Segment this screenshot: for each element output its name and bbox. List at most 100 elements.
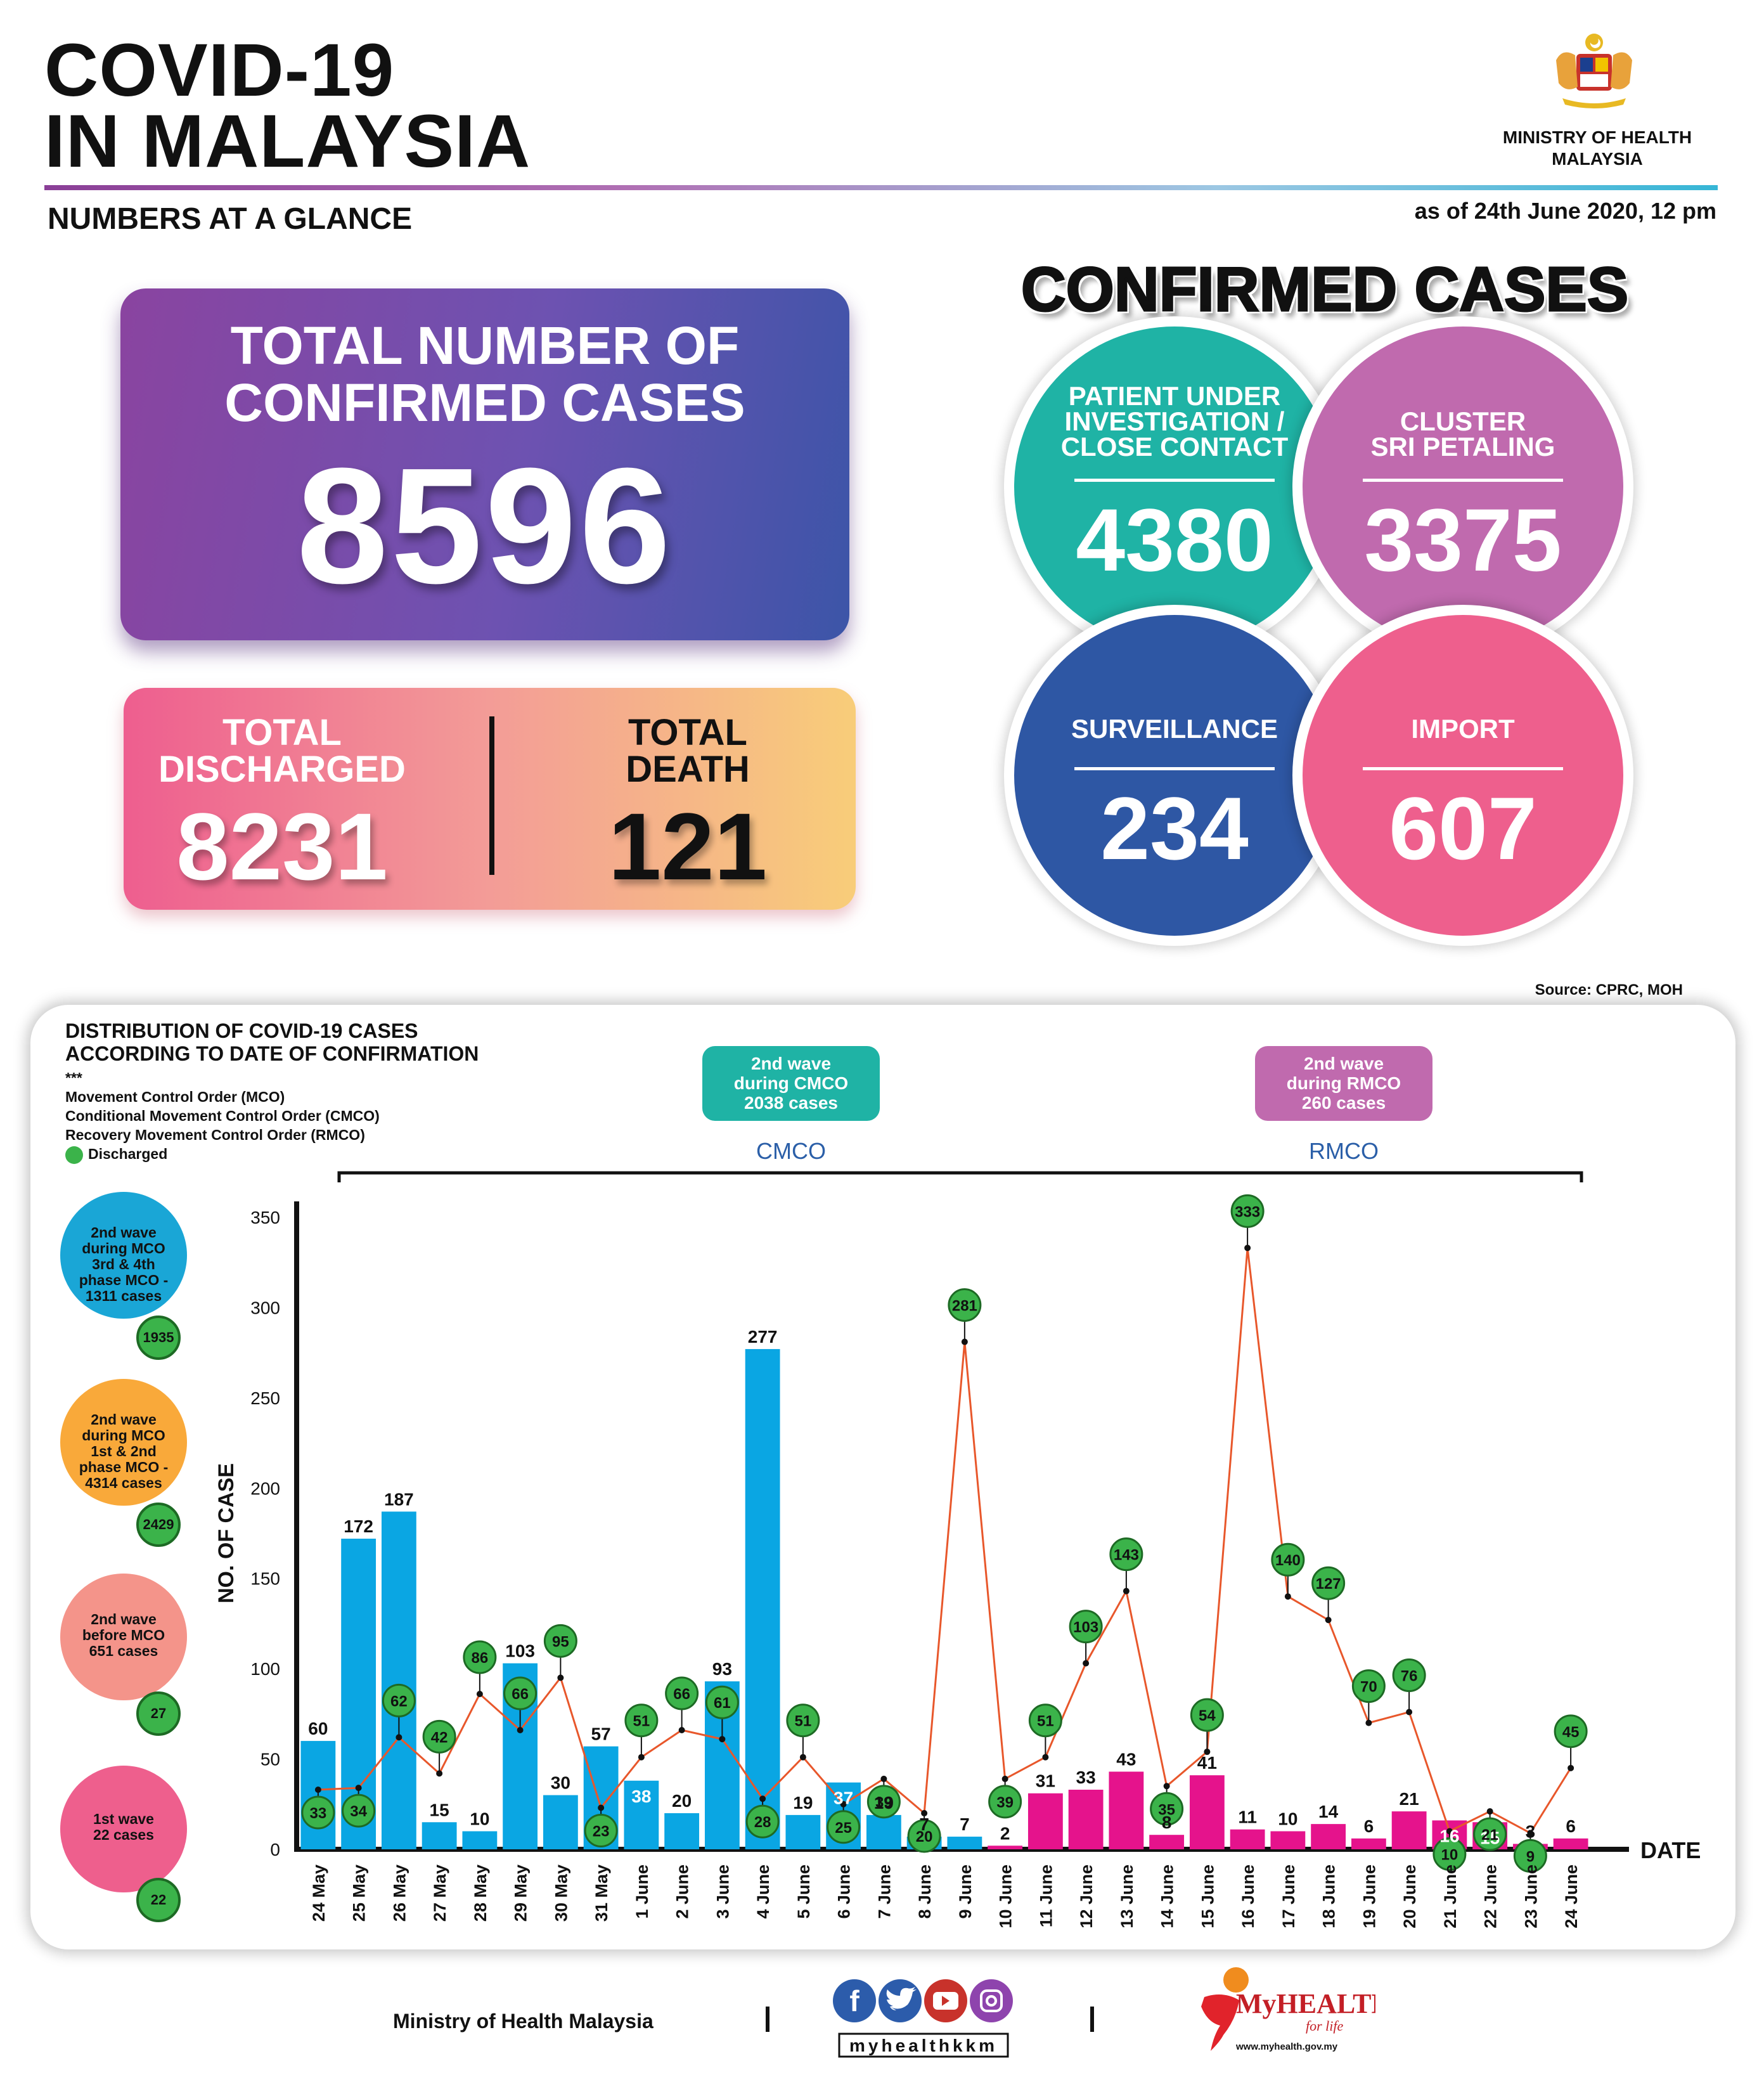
x-tick-label: 30 May <box>551 1865 570 1922</box>
wave-2-line-3: 1st & 2nd <box>91 1443 157 1459</box>
wave-1-line-3: 3rd & 4th <box>92 1256 155 1272</box>
discharged-value-label: 10 <box>1441 1847 1458 1864</box>
y-tick-label: 250 <box>250 1388 280 1408</box>
wave-3-line-2: before MCO <box>82 1627 165 1643</box>
import-bubble: IMPORT 607 <box>1303 615 1623 936</box>
discharged-value-label: 23 <box>593 1823 610 1840</box>
x-tick-label: 7 June <box>875 1865 894 1919</box>
x-tick-label: 3 June <box>713 1865 732 1919</box>
confirmed-cases-title: CONFIRMED CASES <box>1020 254 1629 325</box>
legend-mco: Movement Control Order (MCO) <box>65 1089 285 1105</box>
discharged-value-label: 42 <box>431 1729 448 1746</box>
bar-value-label: 6 <box>1364 1816 1374 1836</box>
svg-text:f: f <box>849 1984 859 2017</box>
bar-value-label: 10 <box>470 1809 489 1829</box>
bar-11-june <box>1027 1793 1063 1849</box>
y-tick-label: 150 <box>250 1569 280 1589</box>
discharged-value-label: 54 <box>1199 1707 1216 1724</box>
bar-value-label: 172 <box>344 1516 373 1536</box>
x-tick-label: 5 June <box>794 1865 813 1919</box>
wave-2-line-4: phase MCO - <box>79 1459 169 1475</box>
discharged-marker <box>1432 1837 1467 1871</box>
discharged-marker <box>1109 1537 1143 1572</box>
discharged-value-label: 127 <box>1316 1575 1341 1593</box>
discharged-label-1: TOTAL <box>222 712 342 753</box>
cluster-underline <box>1363 479 1563 482</box>
bar-value-label: 19 <box>793 1793 813 1813</box>
myhealth-figure-icon <box>1201 1967 1249 2051</box>
youtube-icon[interactable] <box>924 1979 967 2022</box>
phase-bracket <box>337 1171 1583 1182</box>
bar-5-june <box>785 1814 821 1849</box>
chart-title: DISTRIBUTION OF COVID-19 CASES ACCORDING… <box>65 1019 479 1065</box>
pui-label-1: PATIENT UNDER <box>1068 381 1281 411</box>
x-tick-label: 20 June <box>1400 1865 1419 1929</box>
discharged-marker <box>1271 1542 1305 1577</box>
myhealth-logo: MyHEALTH for life www.myhealth.gov.my <box>1201 1967 1375 2052</box>
bar-17-june <box>1270 1831 1306 1849</box>
discharged-marker <box>907 1819 941 1853</box>
x-tick-label: 8 June <box>915 1865 934 1919</box>
total-confirmed-label: TOTAL NUMBER OF CONFIRMED CASES <box>120 317 849 431</box>
discharged-value-label: 51 <box>1037 1713 1054 1730</box>
discharged-value-label: 70 <box>1360 1679 1377 1696</box>
wave-3-line-3: 651 cases <box>89 1643 158 1659</box>
bar-value-label: 38 <box>631 1787 651 1806</box>
card-divider <box>489 716 494 875</box>
bar-value-label: 31 <box>1036 1771 1055 1791</box>
ministry-name: MINISTRY OF HEALTH MALAYSIA <box>1477 127 1718 170</box>
discharged-marker <box>1392 1658 1426 1693</box>
subtitle: NUMBERS AT A GLANCE <box>48 202 413 236</box>
discharged-value-label: 33 <box>310 1805 327 1822</box>
facebook-icon[interactable]: f <box>833 1979 876 2022</box>
bar-value-label: 14 <box>1318 1802 1339 1821</box>
discharged-value-label: 66 <box>673 1686 690 1703</box>
chart-axes <box>294 1171 1629 1852</box>
bar-27-may <box>422 1822 457 1849</box>
bar-value-label: 33 <box>1076 1768 1096 1787</box>
bar-24-june <box>1553 1838 1588 1849</box>
bar-value-label: 93 <box>712 1659 732 1679</box>
wave-4-discharged-badge: 22 <box>136 1878 181 1922</box>
discharged-value-label: 39 <box>875 1794 892 1811</box>
discharged-value-label: 281 <box>952 1298 977 1315</box>
x-tick-label: 1 June <box>633 1865 652 1919</box>
cmco-tag-3: 2038 cases <box>744 1093 838 1113</box>
discharged-value-label: 45 <box>1562 1724 1580 1741</box>
discharged-line <box>301 1194 1588 1873</box>
bar-value-label: 37 <box>834 1788 853 1808</box>
discharged-value-label: 51 <box>795 1713 812 1730</box>
discharged-marker <box>301 1795 335 1830</box>
twitter-icon[interactable] <box>879 1979 922 2022</box>
footer-divider-2 <box>1090 2007 1094 2032</box>
bar-value-label: 10 <box>1278 1809 1297 1829</box>
x-tick-label: 2 June <box>673 1865 692 1919</box>
wave-circle-first-wave: 1st wave 22 cases <box>60 1766 187 1892</box>
footer-divider-1 <box>766 2007 769 2032</box>
discharged-label: TOTAL DISCHARGED <box>149 714 415 788</box>
discharged-marker <box>665 1676 699 1710</box>
bar-value-label: 6 <box>1566 1816 1576 1836</box>
bar-value-label: 11 <box>1238 1807 1257 1827</box>
discharged-marker <box>1311 1566 1346 1600</box>
discharged-marker <box>1554 1714 1588 1749</box>
x-tick-label: 9 June <box>956 1865 975 1919</box>
discharged-value-label: 103 <box>1073 1619 1098 1636</box>
discharged-value-label: 20 <box>916 1828 933 1846</box>
chart-title-1: DISTRIBUTION OF COVID-19 CASES <box>65 1019 418 1042</box>
discharged-value-label: 28 <box>754 1814 771 1831</box>
bar-value-label: 15 <box>430 1800 449 1820</box>
wave-1-line-5: 1311 cases <box>85 1288 162 1304</box>
discharged-value-label: 143 <box>1114 1547 1139 1564</box>
coat-of-arms-icon <box>1556 34 1632 108</box>
pui-underline <box>1074 479 1275 482</box>
discharged-value-label: 34 <box>350 1803 367 1820</box>
wave-1-line-4: phase MCO - <box>79 1272 169 1288</box>
instagram-icon[interactable] <box>970 1979 1013 2022</box>
discharged-marker <box>1230 1194 1265 1228</box>
legend-discharged: Discharged <box>88 1146 168 1162</box>
wave-1-discharged-badge: 1935 <box>136 1315 181 1360</box>
discharged-marker <box>382 1683 416 1717</box>
discharged-value: 8231 <box>176 793 388 900</box>
